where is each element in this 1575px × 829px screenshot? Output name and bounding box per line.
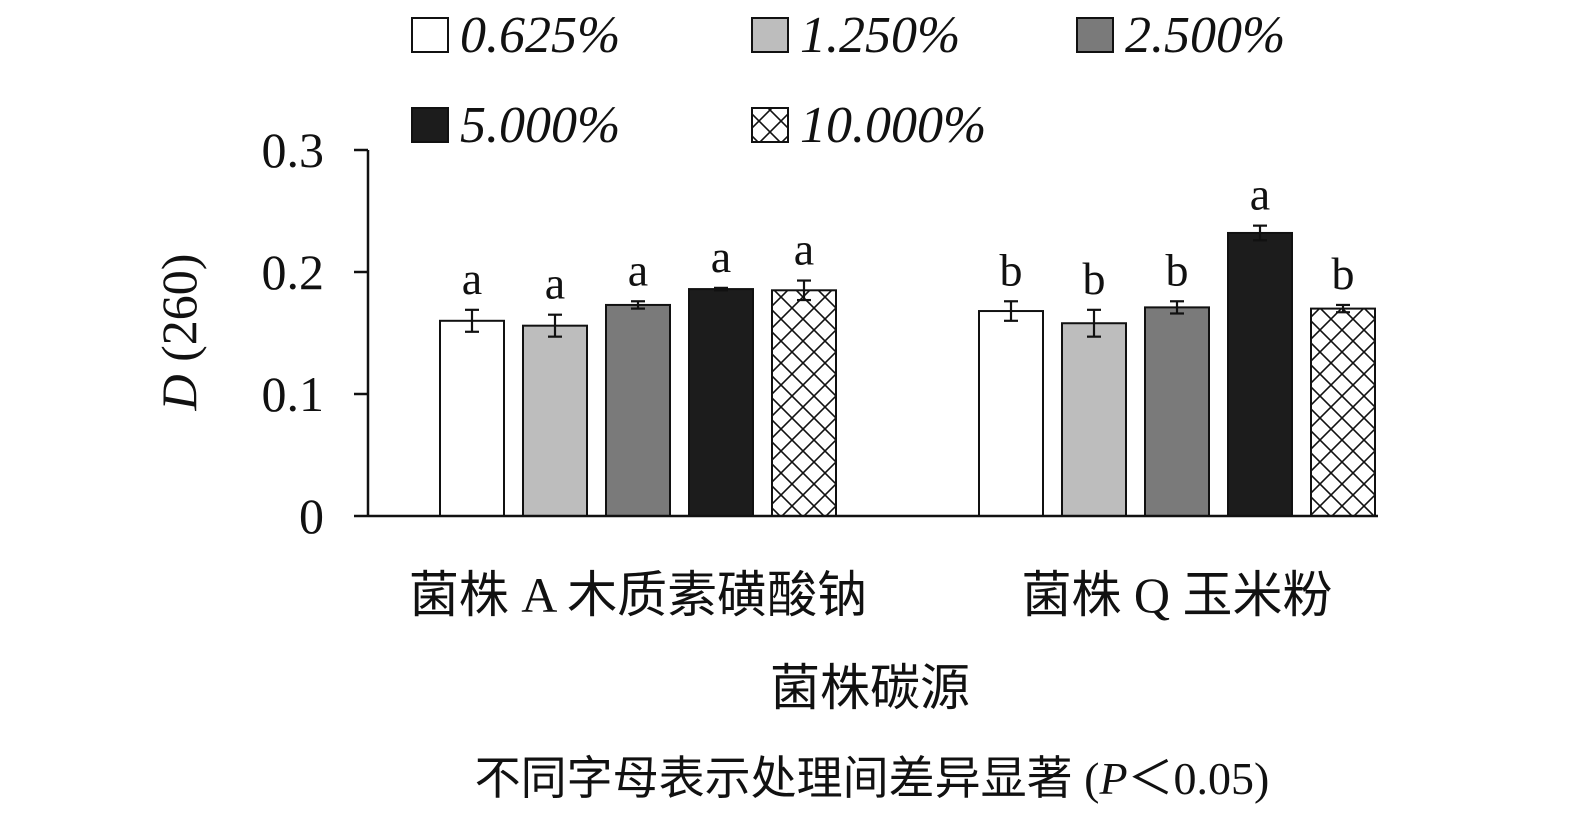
legend-label-4: 5.000% bbox=[460, 97, 620, 154]
significance-label-2-series-4: a bbox=[1250, 169, 1270, 220]
bar-1-series-1 bbox=[439, 319, 505, 517]
error-bar-2-series-3 bbox=[1170, 300, 1184, 315]
bar-2-series-5 bbox=[1310, 307, 1376, 517]
y-tick-label-1: 0.1 bbox=[262, 366, 325, 422]
plot-area bbox=[439, 224, 1376, 518]
y-axis-title: D (260) bbox=[151, 254, 207, 412]
axes bbox=[354, 148, 1378, 518]
legend-label-2: 1.250% bbox=[800, 7, 960, 64]
significance-label-2-series-1: b bbox=[1000, 244, 1023, 295]
legend-label-3: 2.500% bbox=[1125, 7, 1285, 64]
significance-label-1-series-4: a bbox=[711, 231, 731, 282]
significance-label-1-series-5: a bbox=[794, 224, 814, 275]
legend-item-2: 1.250% bbox=[751, 7, 960, 64]
bar-1-series-4 bbox=[688, 288, 754, 517]
legend-item-4: 5.000% bbox=[411, 97, 620, 154]
x-axis-title: 菌株碳源 bbox=[770, 660, 970, 716]
category-label-2: 菌株 Q 玉米粉 bbox=[1021, 567, 1332, 623]
significance-label-2-series-2: b bbox=[1083, 253, 1106, 304]
bar-2-series-3 bbox=[1144, 306, 1210, 517]
error-bar-1-series-2 bbox=[548, 313, 562, 338]
error-bar-2-series-2 bbox=[1087, 308, 1101, 338]
error-bar-1-series-5 bbox=[797, 279, 811, 302]
significance-note: 不同字母表示处理间差异显著 (P＜0.05) bbox=[475, 753, 1270, 804]
y-tick-label-2: 0.2 bbox=[262, 244, 325, 300]
error-bar-1-series-4 bbox=[714, 286, 728, 292]
bar-2-series-1 bbox=[978, 310, 1044, 518]
bar-2-series-2 bbox=[1061, 322, 1127, 517]
bar-2-series-4 bbox=[1227, 231, 1293, 518]
y-tick-label-0: 0 bbox=[299, 488, 324, 544]
y-tick-label-3: 0.3 bbox=[262, 122, 325, 178]
significance-label-1-series-2: a bbox=[545, 258, 565, 309]
legend-swatch-5 bbox=[751, 107, 789, 143]
significance-label-2-series-5: b bbox=[1332, 248, 1355, 299]
error-bar-1-series-3 bbox=[631, 300, 645, 310]
bar-1-series-2 bbox=[522, 324, 588, 517]
category-label-1: 菌株 A 木质素磺酸钠 bbox=[409, 567, 867, 623]
significance-label-1-series-3: a bbox=[628, 244, 648, 295]
legend: 0.625% 1.250% 2.500% 5.000% 10.000% bbox=[411, 7, 1285, 154]
legend-item-1: 0.625% bbox=[411, 7, 620, 64]
legend-swatch-3 bbox=[1076, 17, 1114, 53]
error-bar-2-series-4 bbox=[1253, 224, 1267, 242]
legend-label-5: 10.000% bbox=[800, 97, 986, 154]
error-bar-2-series-5 bbox=[1336, 303, 1350, 314]
legend-label-1: 0.625% bbox=[460, 7, 620, 64]
legend-swatch-2 bbox=[751, 17, 789, 53]
significance-label-2-series-3: b bbox=[1166, 244, 1189, 295]
error-bar-1-series-1 bbox=[465, 308, 479, 333]
significance-label-1-series-1: a bbox=[462, 253, 482, 304]
bar-1-series-3 bbox=[605, 303, 671, 517]
error-bar-2-series-1 bbox=[1004, 300, 1018, 322]
legend-swatch-1 bbox=[411, 17, 449, 53]
bar-1-series-5 bbox=[771, 289, 837, 517]
legend-item-5: 10.000% bbox=[751, 97, 986, 154]
legend-swatch-4 bbox=[411, 107, 449, 143]
legend-item-3: 2.500% bbox=[1076, 7, 1285, 64]
